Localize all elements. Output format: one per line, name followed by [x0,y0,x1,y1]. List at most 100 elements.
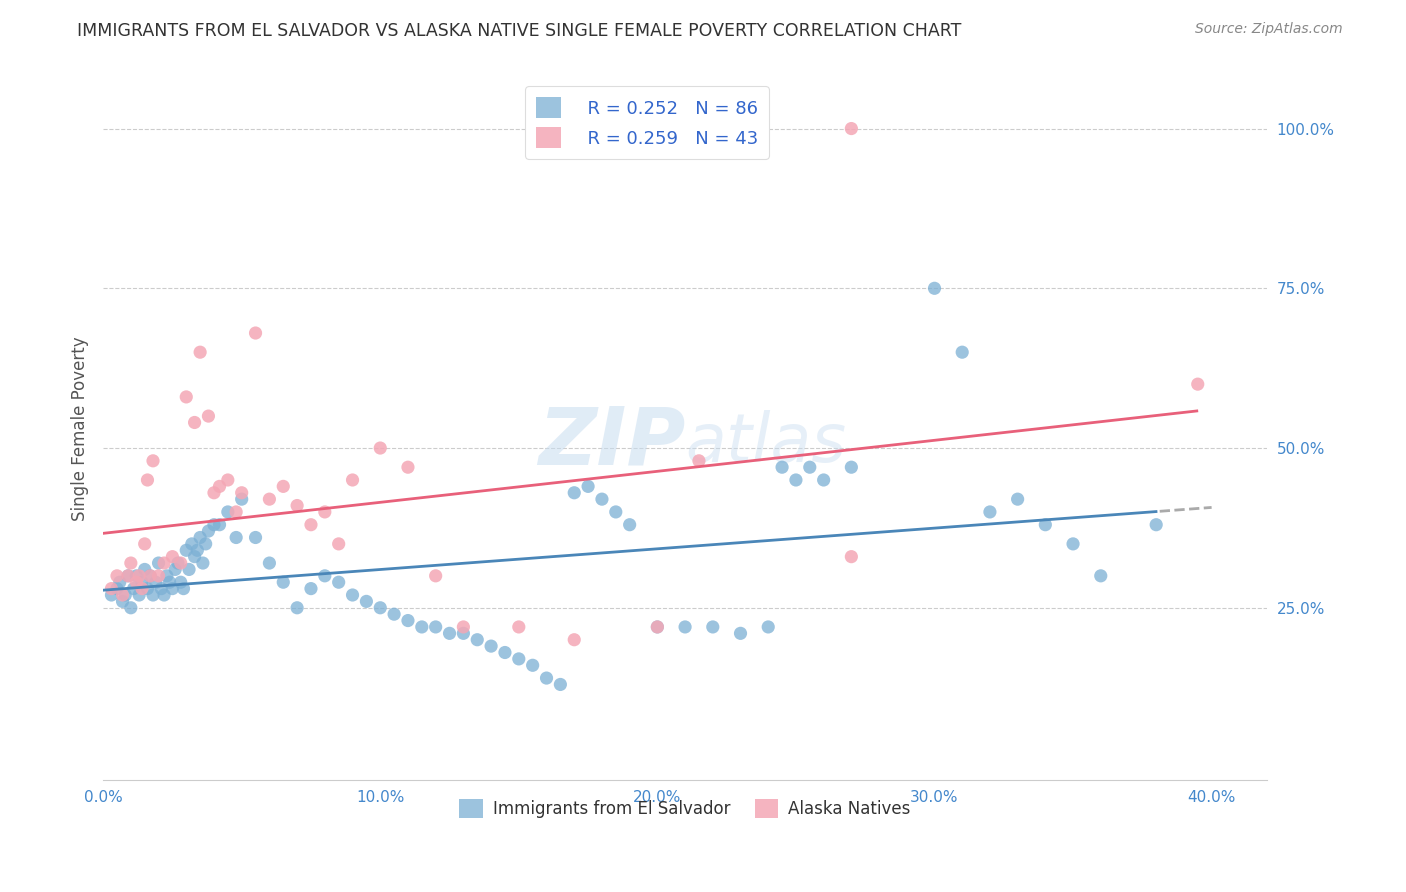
Point [217,473,239,487]
Point [356,594,378,608]
Text: atlas: atlas [685,410,846,476]
Point [396,460,419,475]
Point [1007,492,1029,507]
Point [647,620,669,634]
Text: Source: ZipAtlas.com: Source: ZipAtlas.com [1195,22,1343,37]
Point [100,588,122,602]
Point [328,537,350,551]
Point [162,549,184,564]
Point [150,582,173,596]
Point [134,562,156,576]
Point [125,575,148,590]
Point [328,575,350,590]
Point [165,562,187,576]
Point [673,620,696,634]
Point [100,582,122,596]
Point [105,582,128,596]
Point [368,600,391,615]
Point [142,588,165,602]
Point [134,537,156,551]
Point [730,626,752,640]
Point [979,505,1001,519]
Point [368,441,391,455]
Point [314,569,336,583]
Point [285,499,308,513]
Point [139,569,162,583]
Point [1033,517,1056,532]
Point [188,531,211,545]
Point [576,479,599,493]
Point [439,626,461,640]
Point [153,588,176,602]
Point [180,537,202,551]
Point [785,473,807,487]
Point [813,473,835,487]
Point [770,460,793,475]
Point [136,473,159,487]
Point [479,639,502,653]
Point [562,485,585,500]
Point [259,492,281,507]
Point [299,517,322,532]
Point [465,632,488,647]
Point [453,620,475,634]
Point [186,543,208,558]
Point [314,505,336,519]
Point [225,505,247,519]
Point [453,626,475,640]
Point [494,646,516,660]
Point [170,575,193,590]
Point [702,620,724,634]
Point [217,505,239,519]
Point [271,479,294,493]
Point [208,479,231,493]
Point [114,588,136,602]
Point [142,454,165,468]
Point [342,473,364,487]
Point [202,517,225,532]
Point [382,607,405,622]
Point [128,588,150,602]
Point [231,485,253,500]
Text: IMMIGRANTS FROM EL SALVADOR VS ALASKA NATIVE SINGLE FEMALE POVERTY CORRELATION C: IMMIGRANTS FROM EL SALVADOR VS ALASKA NA… [77,22,962,40]
Point [153,556,176,570]
Point [117,569,139,583]
Point [139,569,162,583]
Point [174,390,197,404]
Point [536,671,558,685]
Point [1187,377,1209,392]
Point [131,575,153,590]
Point [105,569,128,583]
Point [1090,569,1112,583]
Point [841,460,863,475]
Point [841,121,863,136]
Y-axis label: Single Female Poverty: Single Female Poverty [72,336,89,521]
Point [425,620,447,634]
Point [111,594,134,608]
Point [202,485,225,500]
Point [799,460,821,475]
Point [647,620,669,634]
Point [299,582,322,596]
Point [120,556,142,570]
Text: ZIP: ZIP [537,404,685,482]
Point [508,652,530,666]
Point [756,620,779,634]
Point [197,409,219,423]
Point [148,556,170,570]
Point [271,575,294,590]
Point [128,569,150,583]
Point [522,658,544,673]
Point [225,531,247,545]
Point [231,492,253,507]
Point [159,575,181,590]
Point [170,556,193,570]
Point [259,556,281,570]
Point [194,537,217,551]
Point [136,582,159,596]
Point [619,517,641,532]
Point [591,492,613,507]
Point [411,620,433,634]
Point [177,562,200,576]
Point [208,517,231,532]
